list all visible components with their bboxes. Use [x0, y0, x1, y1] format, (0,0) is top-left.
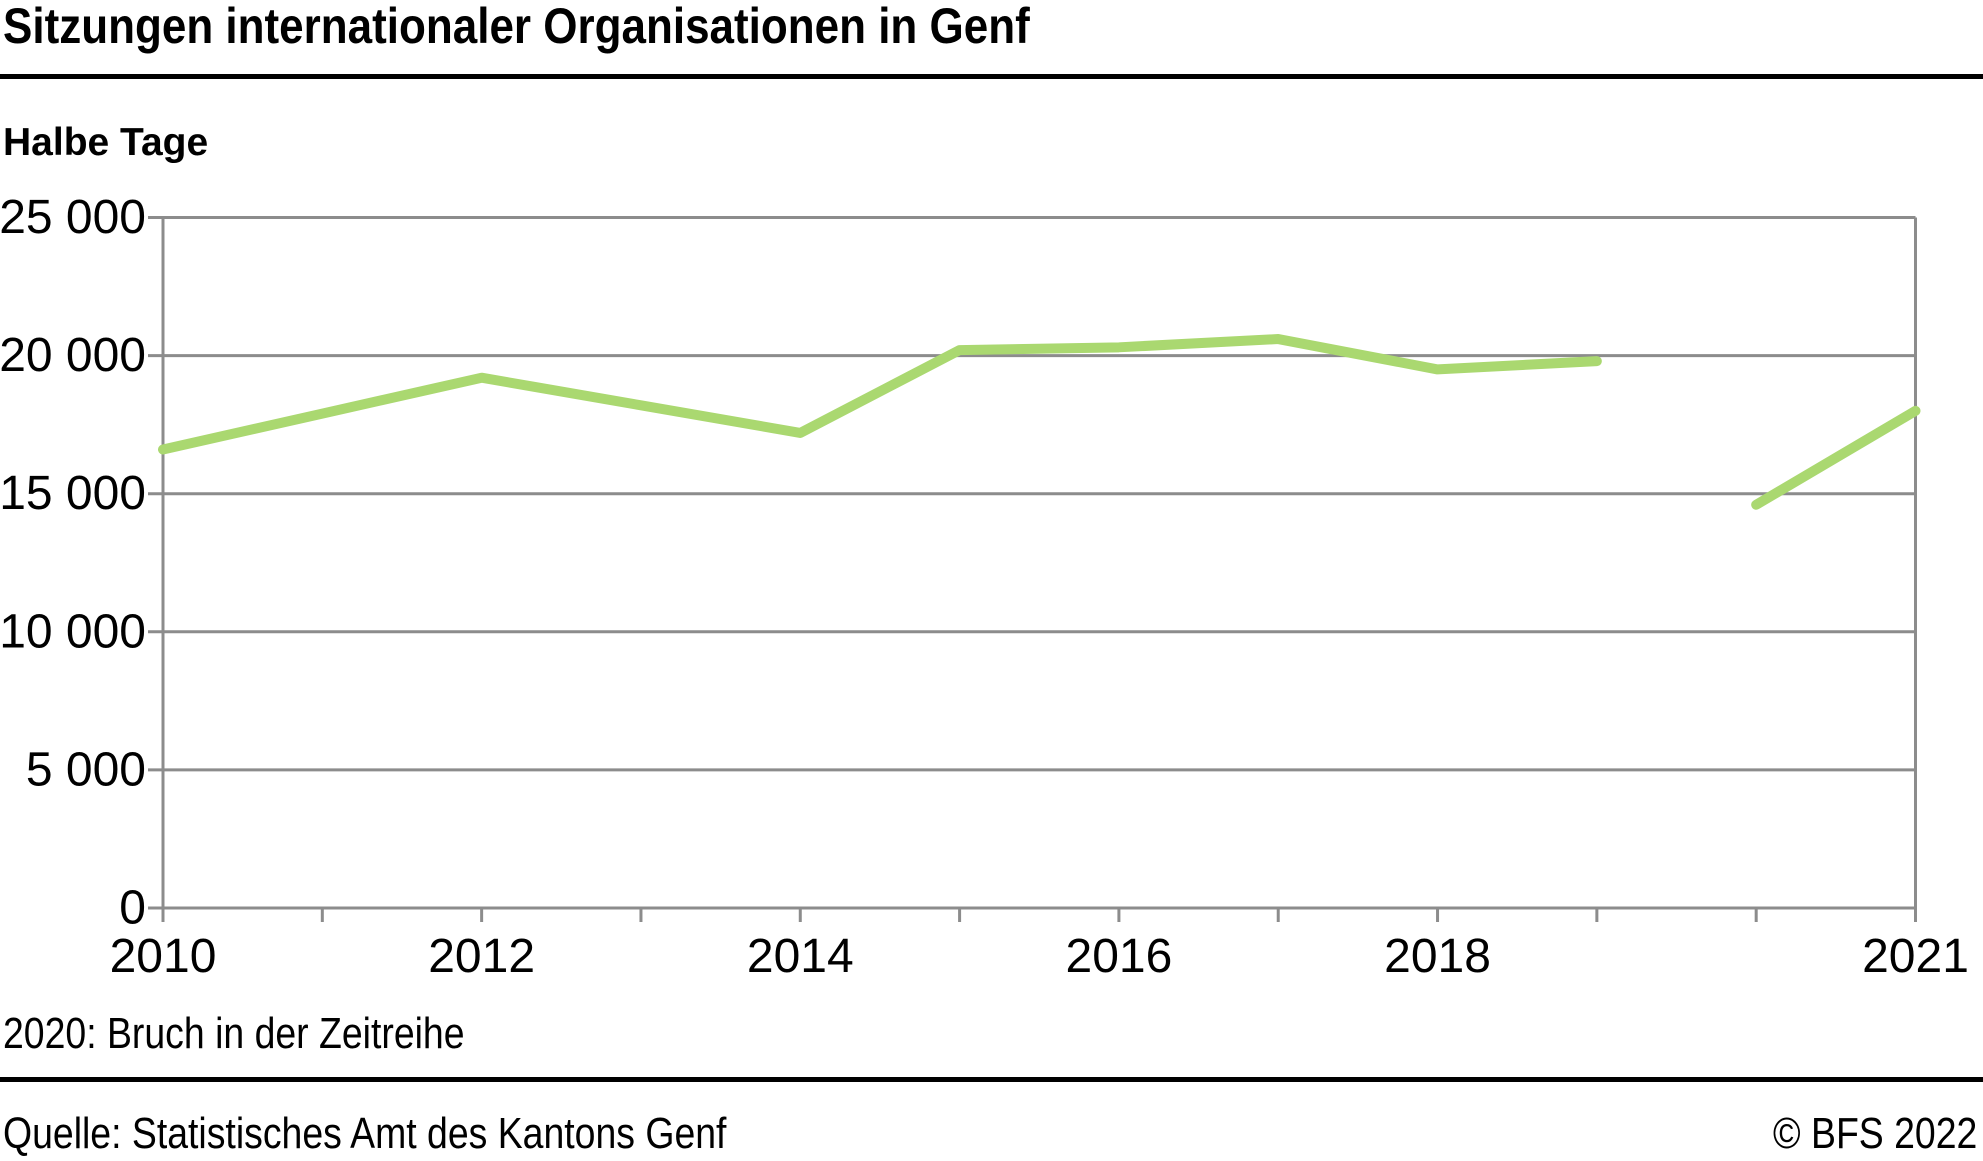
x-tick-label: 2016 — [1066, 930, 1173, 983]
y-tick-label: 20 000 — [0, 329, 146, 382]
data-line — [158, 334, 1602, 455]
y-tick-label: 5 000 — [26, 743, 146, 796]
source-label: Quelle: Statistisches Amt des Kantons Ge… — [3, 1109, 727, 1158]
data-line — [1751, 405, 1921, 510]
y-axis-unit-label: Halbe Tage — [3, 121, 209, 164]
y-tick-label: 10 000 — [0, 605, 146, 658]
copyright-label: © BFS 2022 — [1772, 1109, 1977, 1158]
y-tick-label: 0 — [119, 882, 146, 935]
title-divider — [0, 74, 1983, 79]
footer-divider — [0, 1077, 1983, 1082]
x-tick-label: 2012 — [428, 930, 535, 983]
x-tick-label: 2021 — [1862, 930, 1969, 983]
footnote-break-note: 2020: Bruch in der Zeitreihe — [3, 1009, 465, 1058]
y-tick-label: 15 000 — [0, 467, 146, 520]
x-tick-label: 2010 — [110, 930, 217, 983]
x-tick-label: 2018 — [1384, 930, 1491, 983]
y-tick-label: 25 000 — [0, 191, 146, 244]
page-title: Sitzungen internationaler Organisationen… — [3, 0, 1030, 54]
x-tick-label: 2014 — [747, 930, 854, 983]
